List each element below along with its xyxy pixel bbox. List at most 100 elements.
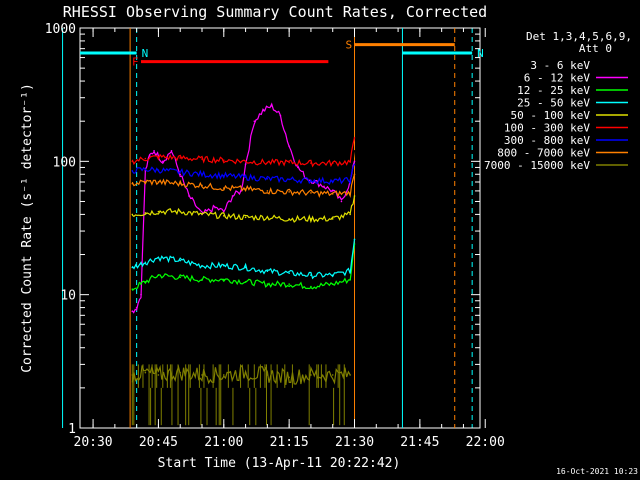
series-point [157,169,160,171]
series-point [310,179,312,182]
series-point [244,266,247,269]
series-point [244,216,247,219]
series-point [240,181,243,183]
series-point [140,283,142,285]
series-point [331,190,334,192]
series-line [131,239,356,280]
series-point [157,374,160,376]
series-point [331,274,334,276]
series-point [288,191,290,193]
series-point [288,283,290,285]
series-point [131,288,134,290]
series-point [310,274,312,276]
series-point [179,276,182,279]
series-line [131,174,356,199]
series-point [140,299,142,302]
legend-entry-label: 7000 - 15000 keV [484,159,590,172]
series-point [331,283,334,285]
series-point [144,168,147,171]
series-point [201,213,203,216]
series-point [310,162,312,164]
series-point [331,218,334,220]
series-point [144,155,147,157]
series-point [157,210,160,213]
series-point [266,190,269,192]
series-point [131,213,134,216]
series-point [222,174,225,177]
series-point [140,263,142,265]
series-point [353,137,356,139]
series-point [157,156,160,158]
series-point [310,285,312,288]
series-point [349,278,351,281]
series-point [201,184,203,187]
flag-label-n: N [142,47,149,60]
series-point [144,157,147,160]
series-point [349,270,351,272]
series-point [331,162,334,164]
series-point [144,280,147,283]
y-tick-label: 1000 [45,22,76,37]
series-point [279,114,282,117]
series-point [244,160,247,163]
series-point [161,141,164,143]
series-point [349,161,351,163]
x-tick-label: 21:00 [204,435,243,450]
x-tick-label: 21:45 [400,435,439,450]
series-point [131,169,134,172]
series-point [353,173,356,176]
series-point [222,278,225,281]
series-point [222,264,225,267]
series-point [288,376,290,379]
series-point [153,149,155,152]
series-point [331,374,334,376]
series-point [179,182,182,185]
annotation-layer [62,28,473,428]
series-point [331,180,334,182]
series-point [349,213,351,216]
timestamp: 16-Oct-2021 10:23 [556,467,638,476]
series-point [214,206,216,209]
series-point [135,306,138,309]
series-point [288,218,290,220]
series-point [222,215,225,217]
legend-entry-label: 50 - 100 keV [511,109,591,122]
series-point [201,173,203,176]
x-tick-label: 21:15 [270,435,309,450]
series-point [244,163,247,166]
flag-layer: N NFS [80,39,484,69]
series-line [131,195,356,224]
x-tick-label: 21:30 [335,435,374,450]
flag-label-n: N [477,47,484,60]
series-line [131,243,356,291]
x-axis: 20:30 20:45 21:00 21:15 21:30 21:45 22:00 [74,28,505,450]
series-point [201,158,203,160]
series-point [144,371,147,374]
legend-entry-label: 3 - 6 keV [530,59,590,72]
x-tick-label: 20:45 [139,435,178,450]
plot-frame [79,27,481,429]
legend-entry-label: 25 - 50 keV [517,97,590,110]
series-point [323,185,325,188]
x-tick-label: 22:00 [466,435,505,450]
series-point [179,210,182,213]
series-point [288,178,290,181]
series-point [179,173,182,176]
series-layer [131,102,356,426]
series-point [188,195,190,197]
series-point [353,163,356,166]
series-point [205,195,208,197]
series-point [144,261,147,264]
series-point [327,166,330,169]
series-point [353,195,356,197]
series-point [262,109,264,112]
series-point [266,161,269,164]
series-point [353,238,356,241]
series-point [179,166,182,169]
series-point [153,145,155,147]
series-line [131,164,356,185]
series-point [179,371,182,374]
legend-entry-label: 6 - 12 keV [524,72,591,85]
series-point [201,278,203,281]
